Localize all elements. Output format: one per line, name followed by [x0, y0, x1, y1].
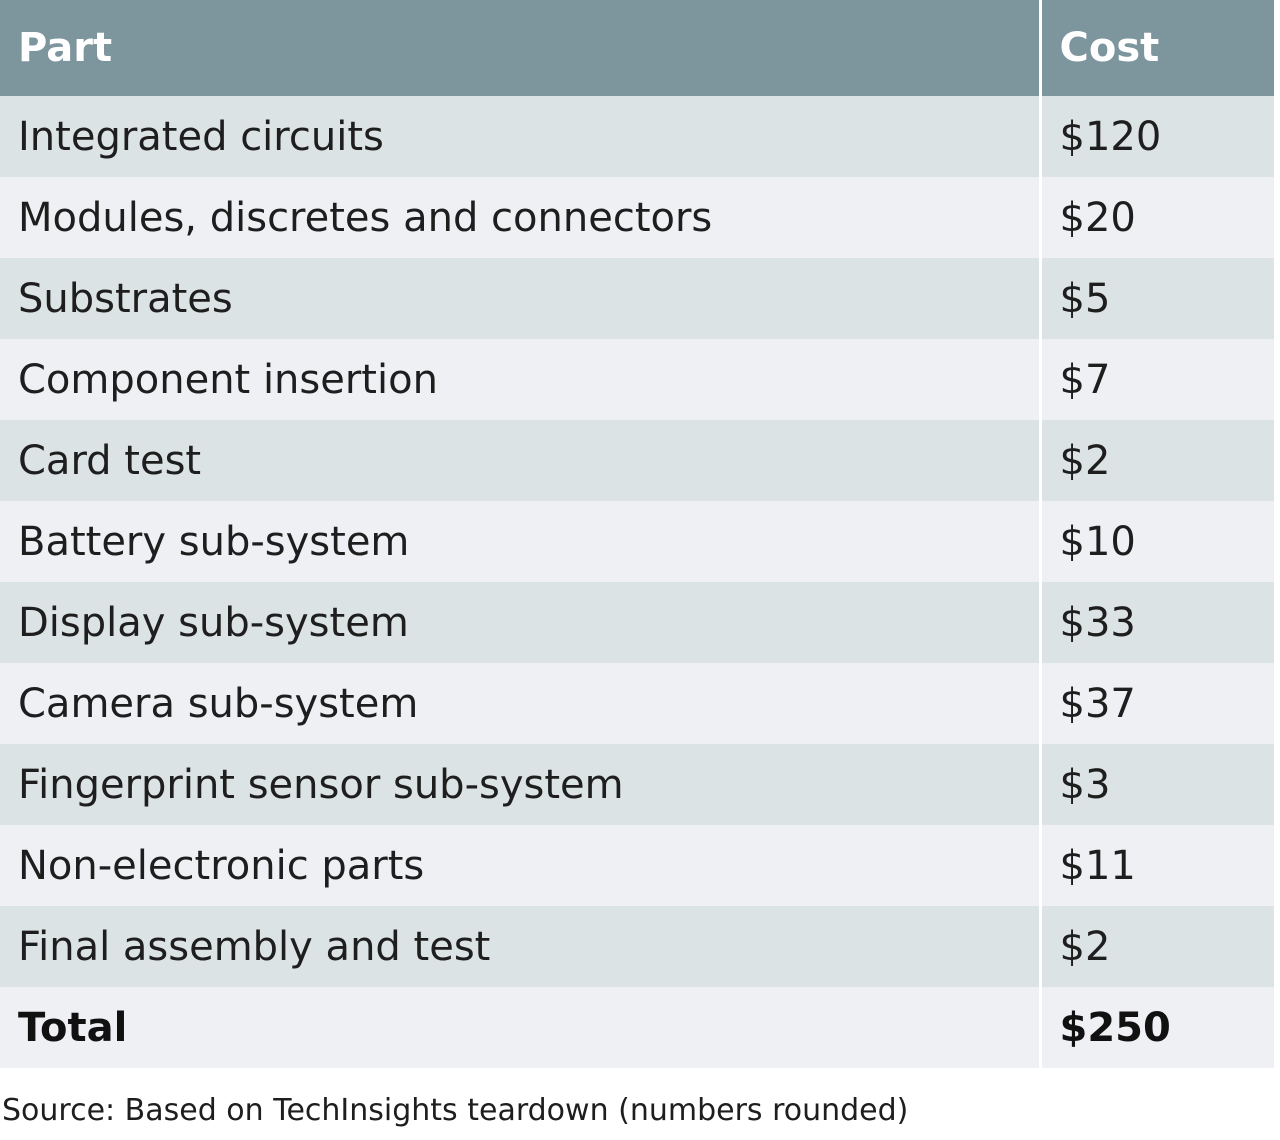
total-row: Total $250 — [0, 987, 1274, 1068]
cost-breakdown-table-wrap: Part Cost Integrated circuits $120 Modul… — [0, 0, 1274, 1068]
part-cell: Battery sub-system — [0, 501, 1040, 582]
table-row: Modules, discretes and connectors $20 — [0, 177, 1274, 258]
table-row: Fingerprint sensor sub-system $3 — [0, 744, 1274, 825]
cost-cell: $37 — [1038, 663, 1274, 744]
cost-cell: $2 — [1038, 906, 1274, 987]
cost-breakdown-table: Part Cost Integrated circuits $120 Modul… — [0, 0, 1274, 1068]
table-row: Battery sub-system $10 — [0, 501, 1274, 582]
cost-cell: $33 — [1038, 582, 1274, 663]
table-row: Component insertion $7 — [0, 339, 1274, 420]
table-row: Display sub-system $33 — [0, 582, 1274, 663]
column-header-part: Part — [0, 0, 1040, 96]
cost-cell: $20 — [1038, 177, 1274, 258]
cost-cell: $5 — [1038, 258, 1274, 339]
table-row: Final assembly and test $2 — [0, 906, 1274, 987]
table-body: Integrated circuits $120 Modules, discre… — [0, 96, 1274, 1068]
part-cell: Final assembly and test — [0, 906, 1040, 987]
part-cell: Fingerprint sensor sub-system — [0, 744, 1040, 825]
table-row: Card test $2 — [0, 420, 1274, 501]
cost-cell: $7 — [1038, 339, 1274, 420]
part-cell: Modules, discretes and connectors — [0, 177, 1040, 258]
cost-cell: $2 — [1038, 420, 1274, 501]
part-cell: Integrated circuits — [0, 96, 1040, 177]
part-cell: Camera sub-system — [0, 663, 1040, 744]
table-row: Substrates $5 — [0, 258, 1274, 339]
table-header-row: Part Cost — [0, 0, 1274, 96]
column-header-cost: Cost — [1038, 0, 1274, 96]
table-row: Camera sub-system $37 — [0, 663, 1274, 744]
part-cell: Display sub-system — [0, 582, 1040, 663]
part-cell: Substrates — [0, 258, 1040, 339]
part-cell: Card test — [0, 420, 1040, 501]
cost-cell: $11 — [1038, 825, 1274, 906]
table-row: Integrated circuits $120 — [0, 96, 1274, 177]
part-cell: Component insertion — [0, 339, 1040, 420]
source-note: Source: Based on TechInsights teardown (… — [2, 1093, 909, 1128]
cost-cell: $120 — [1038, 96, 1274, 177]
cost-cell: $10 — [1038, 501, 1274, 582]
total-label: Total — [0, 987, 1040, 1068]
cost-cell: $3 — [1038, 744, 1274, 825]
table-row: Non-electronic parts $11 — [0, 825, 1274, 906]
total-cost: $250 — [1038, 987, 1274, 1068]
part-cell: Non-electronic parts — [0, 825, 1040, 906]
